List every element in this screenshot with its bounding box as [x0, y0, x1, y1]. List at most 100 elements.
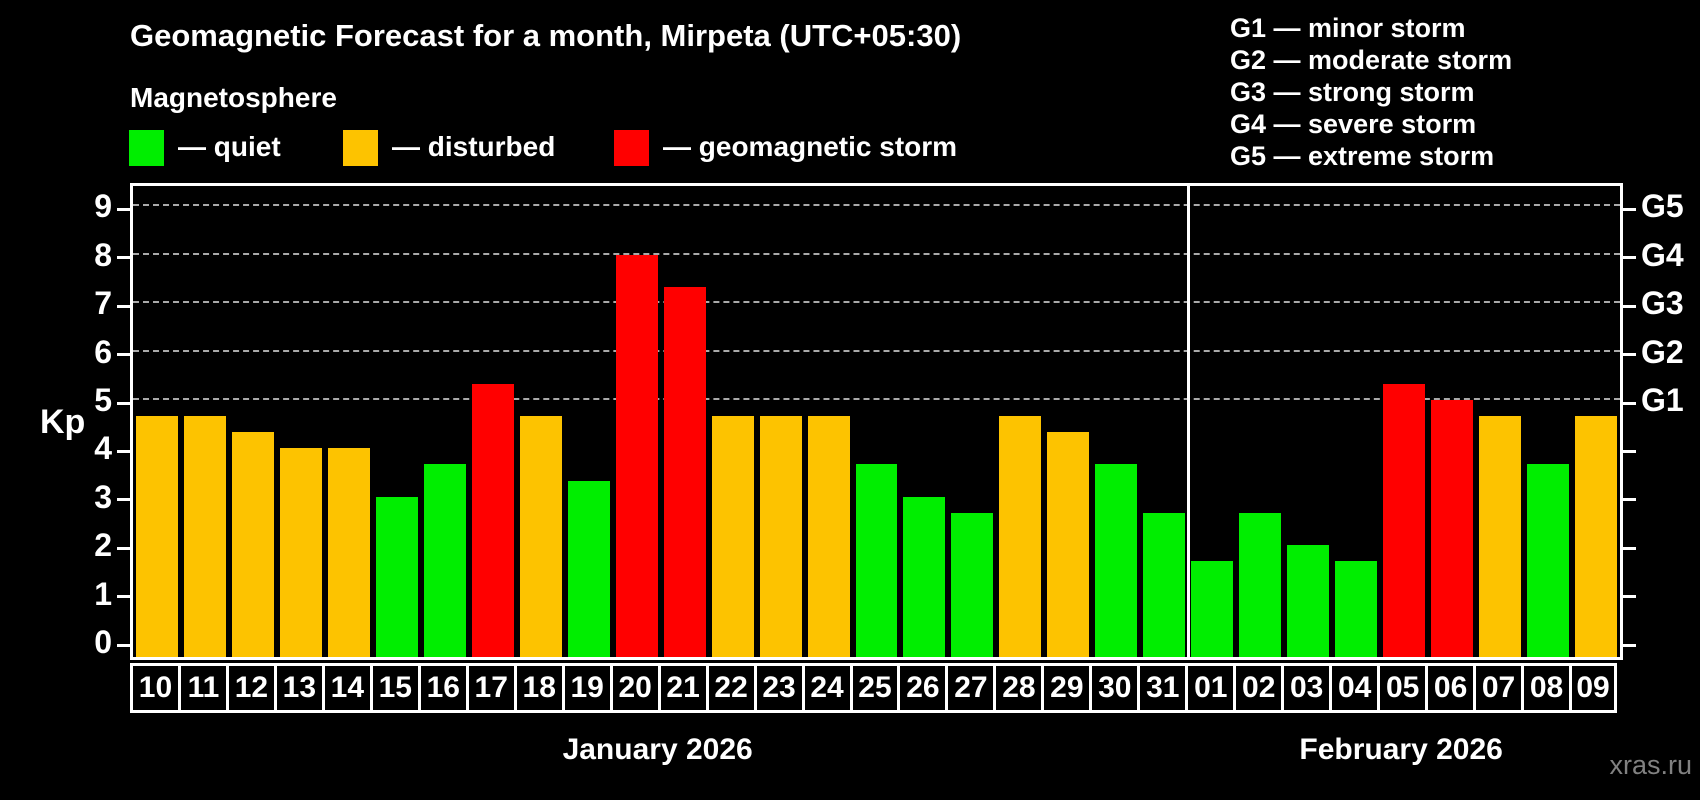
day-cell-06: 06	[1425, 663, 1477, 713]
y-axis-tick-left-7	[117, 304, 130, 308]
day-cell-17: 17	[465, 663, 517, 713]
day-cell-26: 26	[897, 663, 949, 713]
legend-label-quiet: — quiet	[178, 131, 281, 162]
gridline-kp-7	[133, 301, 1620, 304]
kp-bar-day-05	[1383, 384, 1426, 657]
y-axis-tick-left-0	[117, 643, 130, 647]
legend-swatch-storm-icon	[614, 130, 649, 166]
kp-bar-day-19	[567, 480, 610, 657]
kp-bar-day-10	[136, 415, 178, 657]
kp-bar-day-06	[1431, 400, 1474, 657]
day-cell-20: 20	[609, 663, 661, 713]
day-cell-07: 07	[1473, 663, 1525, 713]
kp-bar-day-20	[615, 254, 658, 657]
watermark: xras.ru	[1609, 750, 1692, 780]
day-cell-22: 22	[705, 663, 757, 713]
kp-bar-day-02	[1239, 512, 1282, 657]
y-axis-label-2: 2	[94, 527, 112, 564]
y-axis-tick-right-2	[1623, 546, 1636, 550]
y-axis-label-4: 4	[94, 430, 112, 467]
legend-label-disturbed: — disturbed	[392, 131, 556, 162]
plot-inner	[133, 186, 1620, 657]
y-axis-label-6: 6	[94, 333, 112, 370]
y-axis-tick-left-6	[117, 353, 130, 357]
y-axis-label-3: 3	[94, 478, 112, 515]
day-cell-27: 27	[945, 663, 997, 713]
day-cell-08: 08	[1521, 663, 1573, 713]
day-cell-30: 30	[1089, 663, 1141, 713]
kp-bar-day-11	[183, 415, 226, 657]
g-scale-legend: G1 — minor storm G2 — moderate storm G3 — …	[1230, 12, 1512, 172]
y-axis-tick-right-3	[1623, 498, 1636, 502]
g-axis-label-g3: G3	[1641, 285, 1684, 322]
month-separator-line	[1186, 186, 1190, 657]
legend-label-storm: — geomagnetic storm	[663, 131, 958, 162]
kp-bar-day-24	[807, 415, 850, 657]
kp-bar-day-04	[1335, 561, 1378, 657]
kp-bar-day-31	[1143, 512, 1186, 657]
day-cell-18: 18	[513, 663, 565, 713]
day-cell-21: 21	[657, 663, 709, 713]
magnetosphere-legend-title: Magnetosphere	[130, 82, 337, 113]
day-cell-29: 29	[1041, 663, 1093, 713]
y-axis-label-7: 7	[94, 285, 112, 322]
day-axis-row: 10 11 12 13 14 15 16 17 18 19 20 21 22 23 24 25 26 27 28 29…	[130, 663, 1623, 713]
kp-bar-day-16	[423, 464, 466, 657]
y-axis-tick-left-4	[117, 449, 130, 453]
g-axis-label-g2: G2	[1641, 333, 1684, 370]
y-axis-tick-left-8	[117, 256, 130, 260]
day-cell-31: 31	[1137, 663, 1189, 713]
kp-bar-day-17	[471, 384, 514, 657]
day-cell-04: 04	[1329, 663, 1381, 713]
y-axis-tick-left-5	[117, 401, 130, 405]
y-axis-label-9: 9	[94, 188, 112, 225]
day-cell-19: 19	[561, 663, 613, 713]
kp-bar-day-08	[1527, 464, 1570, 657]
gridline-kp-6	[133, 349, 1620, 352]
g-scale-legend-line-1: G1 — minor storm	[1230, 13, 1466, 43]
gridline-kp-8	[133, 252, 1620, 255]
day-cell-11: 11	[177, 663, 229, 713]
kp-bar-day-30	[1095, 464, 1138, 657]
y-axis-tick-right-4	[1623, 449, 1636, 453]
y-axis-tick-right-9	[1623, 207, 1636, 211]
month-label-february: February 2026	[1299, 733, 1503, 766]
kp-bar-day-26	[903, 496, 946, 657]
g-scale-legend-line-3: G3 — strong storm	[1230, 77, 1475, 107]
day-cell-25: 25	[849, 663, 901, 713]
kp-bar-day-01	[1191, 561, 1234, 657]
day-cell-09: 09	[1569, 663, 1617, 713]
kp-bar-day-18	[519, 415, 562, 657]
y-axis-tick-right-7	[1623, 304, 1636, 308]
day-cell-02: 02	[1233, 663, 1285, 713]
kp-bar-day-25	[855, 464, 898, 657]
kp-bar-day-22	[711, 415, 754, 657]
y-axis-tick-right-0	[1623, 643, 1636, 647]
kp-bar-day-09	[1575, 415, 1617, 657]
g-scale-legend-line-4: G4 — severe storm	[1230, 109, 1477, 139]
g-scale-legend-line-5: G5 — extreme storm	[1230, 141, 1495, 171]
g-axis-label-g5: G5	[1641, 188, 1684, 225]
day-cell-16: 16	[417, 663, 469, 713]
g-axis-label-g1: G1	[1641, 382, 1684, 418]
g-axis-label-g4: G4	[1641, 236, 1684, 273]
day-cell-05: 05	[1377, 663, 1429, 713]
gridline-kp-5	[133, 398, 1620, 400]
kp-bar-day-21	[663, 287, 706, 657]
day-cell-13: 13	[273, 663, 325, 713]
kp-bar-chart-plot	[117, 183, 1636, 660]
gridline-kp-9	[133, 204, 1620, 207]
y-axis-label-5: 5	[94, 382, 112, 418]
legend-swatch-disturbed-icon	[343, 130, 378, 166]
day-cell-28: 28	[993, 663, 1045, 713]
day-cell-24: 24	[801, 663, 853, 713]
day-cell-12: 12	[225, 663, 277, 713]
kp-bar-day-14	[327, 448, 370, 657]
y-axis-tick-left-1	[117, 595, 130, 599]
y-axis-tick-left-9	[117, 207, 130, 211]
day-cell-14: 14	[321, 663, 373, 713]
kp-bar-day-28	[999, 415, 1042, 657]
kp-bar-day-15	[375, 496, 418, 657]
y-axis-tick-right-8	[1623, 256, 1636, 260]
y-axis-tick-right-5	[1623, 401, 1636, 405]
